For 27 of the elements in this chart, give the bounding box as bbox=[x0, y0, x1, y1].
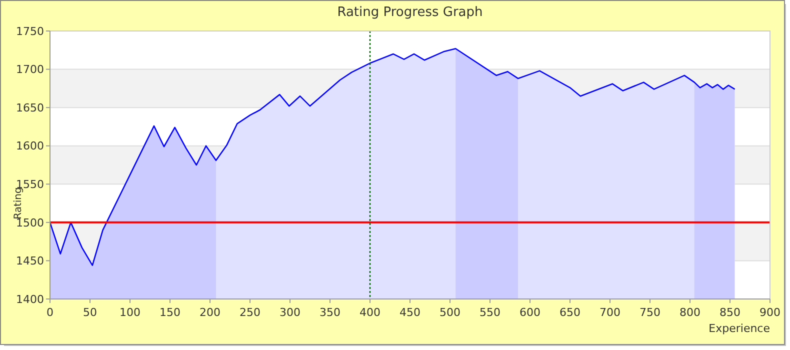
x-tick-label: 550 bbox=[480, 306, 500, 319]
x-tick-label: 400 bbox=[360, 306, 380, 319]
x-tick-label: 200 bbox=[200, 306, 220, 319]
x-tick-label: 750 bbox=[640, 306, 660, 319]
y-tick-label: 1600 bbox=[16, 140, 44, 153]
x-tick-label: 500 bbox=[440, 306, 460, 319]
x-tick-label: 650 bbox=[560, 306, 580, 319]
y-tick-label: 1750 bbox=[16, 24, 44, 38]
x-tick-label: 300 bbox=[280, 306, 300, 319]
x-tick-label: 450 bbox=[400, 306, 420, 319]
y-tick-label: 1700 bbox=[16, 63, 44, 76]
x-tick-label: 850 bbox=[720, 306, 740, 319]
x-tick-label: 700 bbox=[600, 306, 620, 319]
x-tick-label: 250 bbox=[240, 306, 260, 319]
x-tick-label: 100 bbox=[120, 306, 140, 319]
x-tick-label: 350 bbox=[320, 306, 340, 319]
x-tick-label: 150 bbox=[160, 306, 180, 319]
x-tick-label: 800 bbox=[680, 306, 700, 319]
y-tick-label: 1400 bbox=[16, 292, 44, 306]
y-tick-label: 1450 bbox=[16, 254, 44, 268]
chart-title: Rating Progress Graph bbox=[337, 5, 483, 20]
x-tick-label: 900 bbox=[760, 306, 780, 319]
x-tick-label: 600 bbox=[520, 306, 540, 319]
x-tick-label: 0 bbox=[46, 306, 54, 319]
y-tick-label: 1650 bbox=[16, 101, 44, 114]
x-axis-title: Experience bbox=[708, 322, 770, 335]
x-tick-label: 50 bbox=[83, 306, 97, 319]
